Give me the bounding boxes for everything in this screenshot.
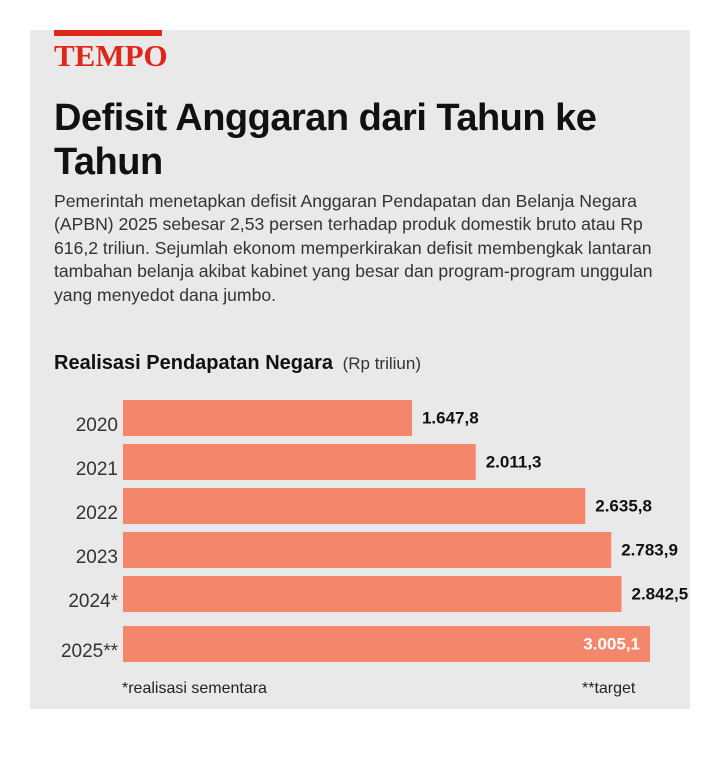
- logo-bar: [54, 30, 162, 36]
- description: Pemerintah menetapkan defisit Anggaran P…: [54, 191, 653, 305]
- value-label: 1.647,8: [422, 409, 479, 428]
- value-label: 2.011,3: [486, 453, 542, 472]
- value-label: 2.783,9: [621, 541, 678, 560]
- bar-2024: [123, 576, 622, 612]
- bar-2022: [123, 488, 586, 524]
- bar-2023: [123, 532, 612, 568]
- page-title: Defisit Anggaran dari Tahun ke Tahun: [54, 97, 597, 183]
- value-label: 2.842,5: [631, 585, 688, 604]
- value-label: 3.005,1: [583, 635, 640, 654]
- bar-2021: [123, 444, 476, 480]
- category-label: 2020: [76, 415, 118, 436]
- bar-2025: [123, 626, 650, 662]
- category-label: 2025**: [61, 641, 119, 662]
- logo-text: TEMPO: [54, 38, 168, 73]
- chart-title: Realisasi Pendapatan Negara: [54, 352, 334, 374]
- chart-unit: (Rp triliun): [342, 354, 421, 373]
- category-label: 2024*: [68, 591, 118, 612]
- value-label: 2.635,8: [595, 497, 652, 516]
- category-label: 2022: [76, 503, 118, 524]
- footnote-preliminary: *realisasi sementara: [122, 680, 267, 697]
- tempo-logo: TEMPO: [54, 30, 168, 73]
- chart-heading: Realisasi Pendapatan Negara (Rp triliun): [54, 352, 421, 375]
- footnote-target: **target: [582, 680, 636, 697]
- bar-2020: [123, 400, 412, 436]
- category-label: 2021: [76, 459, 118, 480]
- category-label: 2023: [76, 547, 118, 568]
